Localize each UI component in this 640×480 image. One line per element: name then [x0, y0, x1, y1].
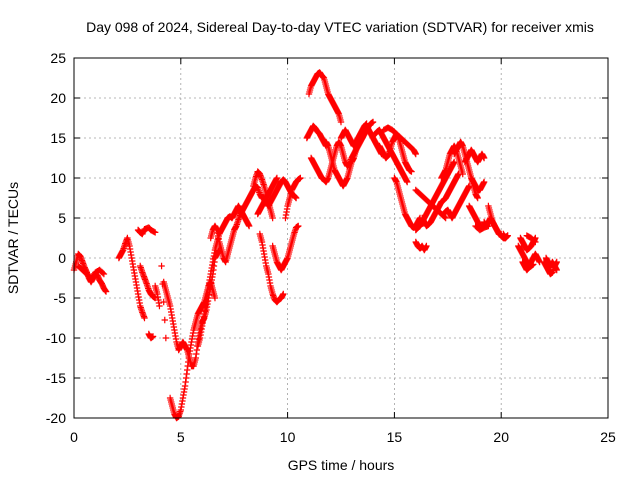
x-tick-label: 25: [600, 429, 616, 445]
series-t16: [269, 222, 302, 274]
data-point: [156, 302, 163, 310]
x-axis-label: GPS time / hours: [288, 457, 395, 473]
data-point: [160, 298, 167, 306]
data-point: [408, 168, 415, 175]
data-point: [161, 316, 168, 324]
data-point: [102, 288, 110, 295]
data-point: [504, 232, 511, 239]
series-t43: [519, 258, 537, 274]
data-point: [280, 290, 287, 298]
data-point: [451, 158, 458, 166]
data-point: [158, 262, 165, 270]
series-t33: [451, 138, 481, 202]
series-t40: [500, 230, 511, 242]
y-tick-label: -15: [46, 370, 66, 386]
y-tick-label: 20: [50, 90, 66, 106]
series-t17: [282, 174, 304, 222]
data-point: [480, 178, 488, 186]
data-point: [404, 178, 411, 186]
data-point: [337, 118, 345, 126]
data-points: [70, 69, 560, 422]
series-t18: [305, 69, 345, 126]
y-tick-label: 15: [50, 130, 66, 146]
series-t35: [465, 202, 484, 230]
series-t10: [166, 278, 219, 422]
data-point: [532, 238, 539, 246]
x-tick-label: 20: [493, 429, 509, 445]
chart-title: Day 098 of 2024, Sidereal Day-to-day VTE…: [86, 19, 594, 35]
data-point: [423, 242, 430, 250]
series-t11: [194, 202, 253, 350]
data-point: [442, 214, 449, 222]
plot-frame: [73, 57, 609, 419]
series-t19: [303, 122, 330, 150]
data-point: [273, 174, 281, 182]
x-tick-label: 10: [280, 429, 296, 445]
y-tick-label: -10: [46, 330, 66, 346]
x-tick-label: 5: [177, 429, 185, 445]
series-t30: [412, 186, 449, 222]
data-point: [269, 214, 276, 222]
y-tick-label: 10: [50, 170, 66, 186]
data-point: [141, 314, 148, 322]
data-point: [363, 120, 370, 127]
series-t32: [440, 182, 473, 222]
data-point: [531, 237, 538, 245]
y-tick-label: 5: [58, 210, 66, 226]
data-point: [474, 194, 481, 202]
x-tick-label: 15: [387, 429, 403, 445]
data-point: [530, 261, 537, 268]
y-tick-label: -20: [46, 410, 66, 426]
series-t7: [151, 282, 163, 310]
series-t14: [254, 174, 281, 218]
series-t25: [380, 124, 419, 158]
y-tick-label: 25: [50, 50, 66, 66]
data-point: [480, 154, 488, 162]
data-point: [245, 222, 253, 230]
series-t3: [115, 234, 148, 322]
series-t44: [523, 232, 539, 246]
series-t5: [137, 262, 159, 302]
x-tick-label: 0: [70, 429, 78, 445]
series-t23: [371, 126, 411, 186]
data-point: [459, 170, 466, 178]
data-point: [412, 150, 419, 158]
series-t15: [256, 230, 287, 306]
data-point: [369, 118, 377, 126]
data-point: [297, 174, 304, 182]
data-point: [149, 333, 157, 340]
series-t6: [145, 330, 157, 342]
data-point: [553, 266, 560, 274]
series-t46: [542, 254, 560, 274]
data-point: [99, 269, 107, 277]
series-t27: [412, 238, 430, 254]
data-point: [100, 270, 108, 278]
series-t34: [461, 146, 488, 166]
y-tick-label: -5: [54, 290, 67, 306]
grid-lines: [74, 58, 608, 418]
series-t2: [75, 262, 108, 282]
series-t36: [468, 174, 488, 194]
data-point: [162, 334, 170, 342]
y-axis-label: SDTVAR / TECUs: [5, 182, 21, 294]
series-t22: [337, 120, 370, 150]
data-point: [292, 194, 300, 202]
data-point: [151, 229, 159, 236]
data-point: [295, 222, 302, 230]
series-t4: [134, 224, 159, 238]
data-point: [211, 294, 219, 302]
y-tick-label: 0: [58, 250, 66, 266]
